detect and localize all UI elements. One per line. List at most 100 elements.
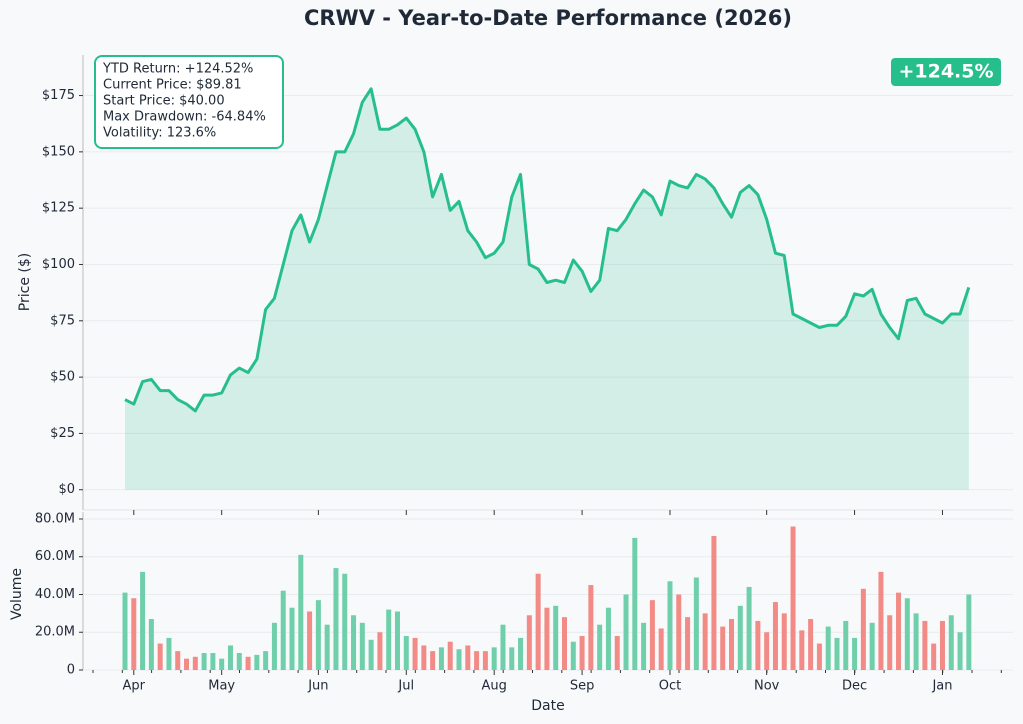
volume-bar [658, 628, 664, 670]
plot: $0 $25 $50 $75 $100 $125 $150 $175 0 20.0M 40.0M 60… [35, 87, 1013, 694]
y-tick-label: 20.0M [35, 625, 75, 640]
volume-bar [693, 577, 699, 670]
volume-bar [764, 632, 770, 670]
volume-bar [799, 630, 805, 670]
volume-bar [377, 632, 383, 670]
volume-bar [711, 535, 717, 670]
volume-bar [808, 619, 814, 670]
volume-bar [772, 602, 778, 670]
volume-bar [904, 598, 910, 670]
volume-bar [781, 613, 787, 670]
volume-bar [667, 581, 673, 670]
volume-bar [403, 636, 409, 670]
volume-bar [685, 617, 691, 670]
x-tick-label: May [208, 679, 235, 694]
volume-bar [447, 641, 453, 670]
volume-bar [641, 622, 647, 670]
y-tick-label: $150 [42, 144, 75, 159]
volume-bar [482, 651, 488, 670]
volume-bar [816, 643, 822, 670]
volume-bar [131, 598, 137, 670]
volume-bar [210, 653, 216, 670]
x-tick-label: Jun [307, 679, 328, 694]
volume-bar [351, 615, 357, 670]
volume-bar [342, 573, 348, 670]
volume-bar [271, 622, 277, 670]
x-tick-label: Jan [931, 679, 952, 694]
volume-bar [737, 605, 743, 670]
volume-bar [315, 600, 321, 670]
volume-bar [755, 620, 761, 670]
volume-bar [465, 645, 471, 670]
volume-bar [438, 647, 444, 670]
volume-bar [825, 626, 831, 670]
volume-bar [236, 653, 242, 670]
x-tick-label: Oct [659, 679, 681, 694]
volume-bar [535, 573, 541, 670]
volume-bar [140, 571, 146, 670]
volume-bar [966, 594, 972, 670]
stats-line: YTD Return: +124.52% [102, 62, 253, 77]
volume-bar [456, 649, 462, 670]
volume-bar [869, 622, 875, 670]
volume-bar [729, 619, 735, 670]
volume-bar [931, 643, 937, 670]
y-tick-label: 40.0M [35, 587, 75, 602]
y-tick-label: 80.0M [35, 511, 75, 526]
chart-title: CRWV - Year-to-Date Performance (2026) [304, 6, 792, 30]
volume-bar [834, 637, 840, 670]
volume-bar [333, 568, 339, 670]
y-tick-label: $0 [58, 482, 75, 497]
volume-bar [289, 607, 295, 670]
volume-bar [623, 594, 629, 670]
volume-bar [649, 600, 655, 670]
area [125, 88, 969, 490]
volume-bar [579, 636, 585, 670]
x-tick-label: Nov [754, 679, 780, 694]
y-axis-label: Volume [9, 568, 25, 620]
volume-bar [746, 586, 752, 670]
volume-bar [430, 651, 436, 670]
volume-bar [562, 617, 567, 670]
stats-line: Current Price: $89.81 [103, 78, 242, 93]
volume-bar [526, 615, 532, 670]
x-tick-label: Apr [123, 679, 146, 694]
y-tick-label: $125 [42, 201, 75, 216]
volume-bar [922, 620, 928, 670]
volume-bar [605, 607, 611, 670]
volume-bar [394, 611, 400, 670]
y-tick-label: 60.0M [35, 549, 75, 564]
volume-bar [122, 592, 128, 670]
volume-bar [939, 620, 945, 670]
y-tick-label: $25 [50, 426, 75, 441]
volume-bar [500, 624, 506, 670]
x-tick-label: Aug [481, 679, 506, 694]
volume-bar [254, 654, 260, 670]
stats-box [94, 55, 284, 149]
volume-bar [359, 622, 365, 670]
volume-bar [518, 637, 524, 670]
volume-bar [860, 588, 866, 670]
volume-bar [843, 620, 849, 670]
volume-bar [324, 624, 330, 670]
volume-bar [184, 658, 190, 670]
volume-bar [852, 637, 858, 670]
volume-bar [553, 605, 559, 670]
x-tick-label: Jul [397, 679, 414, 694]
volume-bar [948, 615, 954, 670]
volume-bar [201, 653, 207, 670]
volume-bar [298, 554, 304, 670]
price-line [124, 87, 971, 413]
volume-bar [148, 619, 154, 670]
volume-bar [227, 645, 233, 670]
volume-bar [307, 611, 313, 670]
volume-bar [720, 626, 726, 670]
volume-bar [896, 592, 902, 670]
volume-bar [913, 613, 919, 670]
stats-line: Max Drawdown: -64.84% [103, 110, 266, 125]
volume-bar [790, 526, 796, 670]
x-tick-label: Sep [570, 679, 595, 694]
volume-bar [509, 647, 515, 670]
badge-box [891, 58, 1001, 86]
volume-bar [175, 651, 181, 670]
